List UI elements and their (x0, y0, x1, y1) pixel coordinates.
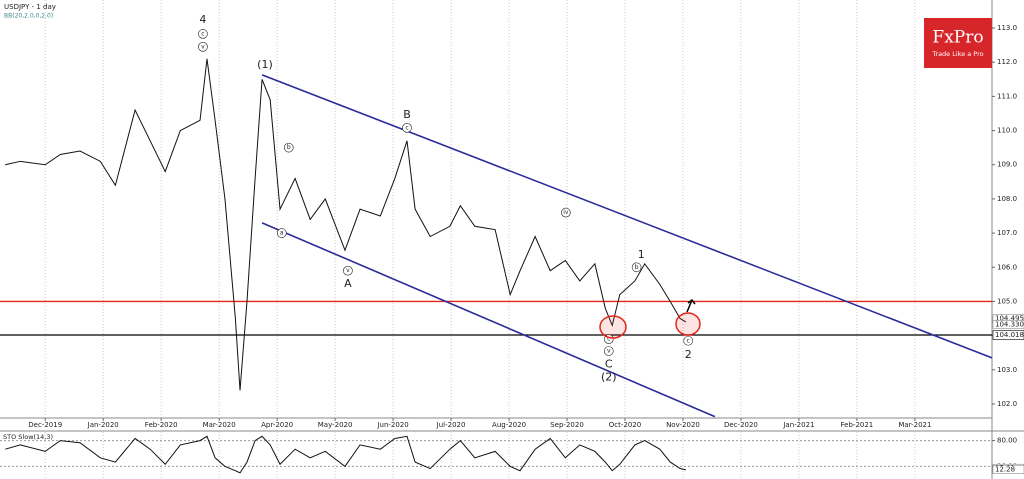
wave-label: 4 (199, 13, 206, 26)
wave-circle (683, 335, 693, 346)
y-tick-label: 107.0 (997, 229, 1017, 237)
y-tick-label: 112.0 (997, 58, 1017, 66)
x-tick-label: Jan-2021 (782, 421, 814, 429)
x-tick-label: Dec-2019 (28, 421, 62, 429)
x-tick-label: Feb-2020 (145, 421, 178, 429)
price-box (992, 330, 1024, 340)
price-label: 104.330 (995, 320, 1024, 328)
panel-title: STO Slow(14,3) (3, 433, 53, 441)
x-tick-label: Dec-2020 (724, 421, 758, 429)
y-tick-label: 80.00 (997, 437, 1017, 445)
wave-label: B (403, 108, 411, 121)
wave-label: 2 (685, 348, 692, 361)
x-tick-label: Aug-2020 (492, 421, 526, 429)
x-tick-label: Apr-2020 (261, 421, 293, 429)
y-tick-label: 102.0 (997, 400, 1017, 408)
wave-circle (283, 142, 294, 153)
price-label: 104.018 (995, 331, 1024, 339)
x-tick-label: May-2020 (318, 421, 353, 429)
wave-label: c (687, 337, 690, 344)
x-tick-label: Sep-2020 (550, 421, 584, 429)
x-tick-label: Jan-2020 (87, 421, 119, 429)
x-tick-label: Mar-2020 (203, 421, 236, 429)
price-line (5, 435, 686, 474)
x-tick-label: Mar-2021 (898, 421, 931, 429)
highlight (675, 312, 701, 336)
wave-label: c (607, 336, 610, 343)
y-tick-label: 108.0 (997, 195, 1017, 203)
trend-line (261, 74, 993, 359)
wave-circle (631, 262, 642, 273)
wave-circle (603, 346, 614, 356)
wave-label: A (344, 277, 352, 290)
wave-label: c (405, 124, 408, 131)
price-label: 104.495 (995, 315, 1024, 323)
y-tick-label: 113.0 (997, 24, 1017, 32)
trend-line (261, 222, 716, 418)
x-tick-label: Jun-2020 (376, 421, 408, 429)
wave-label: v (607, 348, 611, 355)
wave-circle (276, 228, 287, 238)
wave-label: c (201, 30, 204, 37)
y-tick-label: 109.0 (997, 161, 1017, 169)
wave-label: v (346, 267, 350, 274)
y-tick-label: 110.0 (997, 127, 1017, 135)
wave-label: v (201, 43, 205, 50)
wave-label: b (287, 144, 291, 151)
y-tick-label: 103.0 (997, 366, 1017, 374)
wave-circle (198, 42, 208, 52)
wave-circle (402, 123, 412, 133)
wave-label: (2) (601, 371, 617, 384)
logo-name: FxPro (932, 28, 983, 48)
y-tick-label: 111.0 (997, 92, 1017, 100)
wave-label: b (635, 264, 639, 271)
wave-label: a (280, 230, 284, 237)
wave-label: (1) (257, 58, 273, 71)
logo-tagline: Trade Like a Pro (931, 50, 983, 58)
price-box (992, 465, 1024, 474)
wave-circle (561, 207, 571, 218)
wave-label: C (605, 358, 613, 371)
price-line (5, 58, 687, 391)
wave-circle (343, 265, 353, 276)
subtitle: BB(20,2.0,0,2.0) (4, 13, 53, 20)
wave-circle (198, 29, 208, 39)
logo (924, 18, 992, 68)
chart-title: USDJPY - 1 day (4, 3, 56, 11)
highlight (599, 315, 627, 339)
y-tick-label: 106.0 (997, 263, 1017, 271)
wave-label: 1 (638, 248, 645, 261)
x-tick-label: Jul-2020 (436, 421, 466, 429)
x-tick-label: Oct-2020 (609, 421, 641, 429)
price-label: 12.28 (995, 466, 1015, 474)
price-box (992, 320, 1024, 329)
wave-label: iv (563, 209, 569, 216)
x-tick-label: Feb-2021 (841, 421, 874, 429)
arrow (686, 298, 696, 313)
y-tick-label: 105.0 (997, 297, 1017, 305)
x-tick-label: Nov-2020 (666, 421, 700, 429)
